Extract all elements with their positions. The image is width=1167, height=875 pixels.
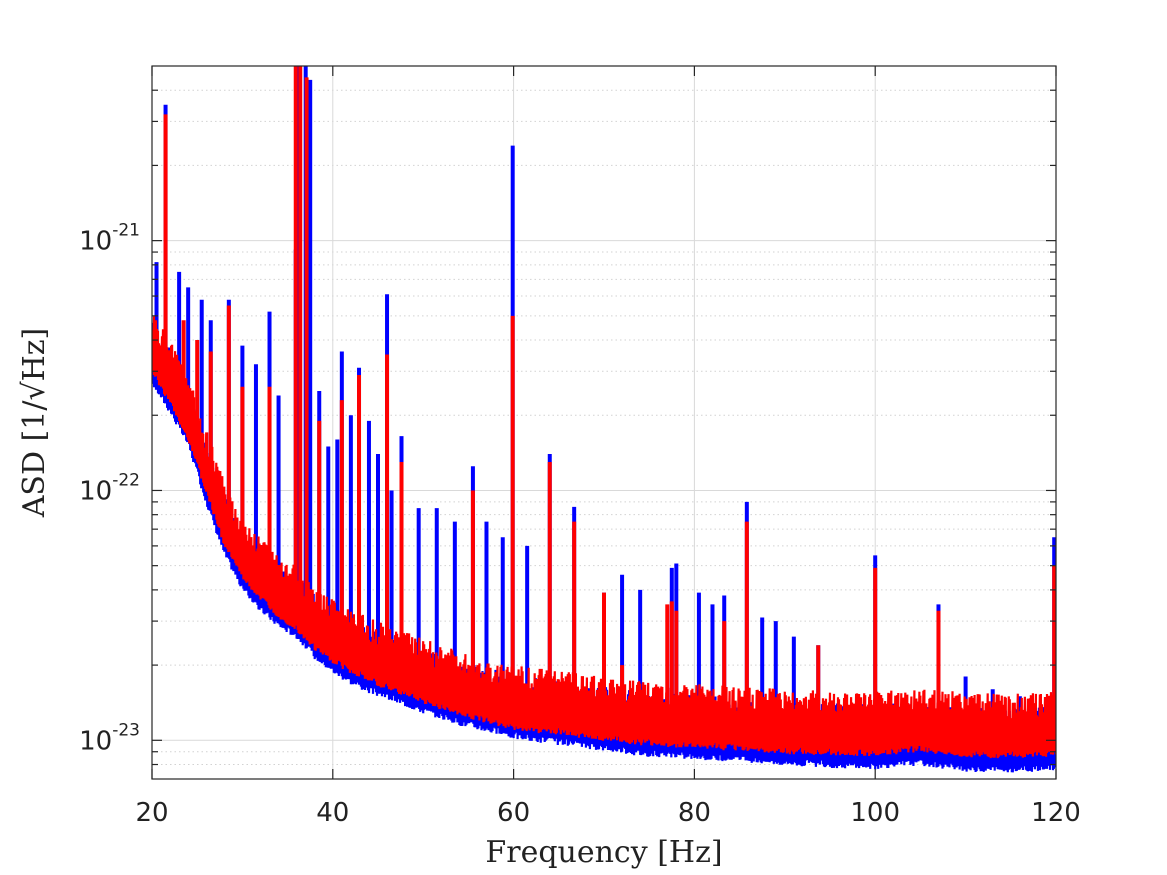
- x-tick-label: 60: [497, 798, 530, 828]
- y-tick-label: 10-23: [79, 720, 140, 756]
- series-red: [152, 66, 1056, 759]
- x-tick-label: 40: [316, 798, 349, 828]
- y-tick-label: 10-22: [79, 470, 140, 506]
- tick-marks: [151, 66, 1057, 779]
- axes-frame: [151, 65, 1057, 780]
- y-tick-label: 10-21: [79, 221, 140, 257]
- y-axis-title: ASD [1/√Hz]: [17, 328, 52, 519]
- x-tick-label: 20: [135, 798, 168, 828]
- x-tick-label: 100: [850, 798, 900, 828]
- y-tick-labels: 10-21 10-22 10-23: [79, 221, 140, 757]
- x-tick-labels: 20 40 60 80 100 120: [135, 798, 1080, 828]
- x-tick-label: 80: [678, 798, 711, 828]
- x-axis-title: Frequency [Hz]: [485, 835, 722, 870]
- series-layer: [152, 66, 1056, 773]
- x-tick-label: 120: [1031, 798, 1081, 828]
